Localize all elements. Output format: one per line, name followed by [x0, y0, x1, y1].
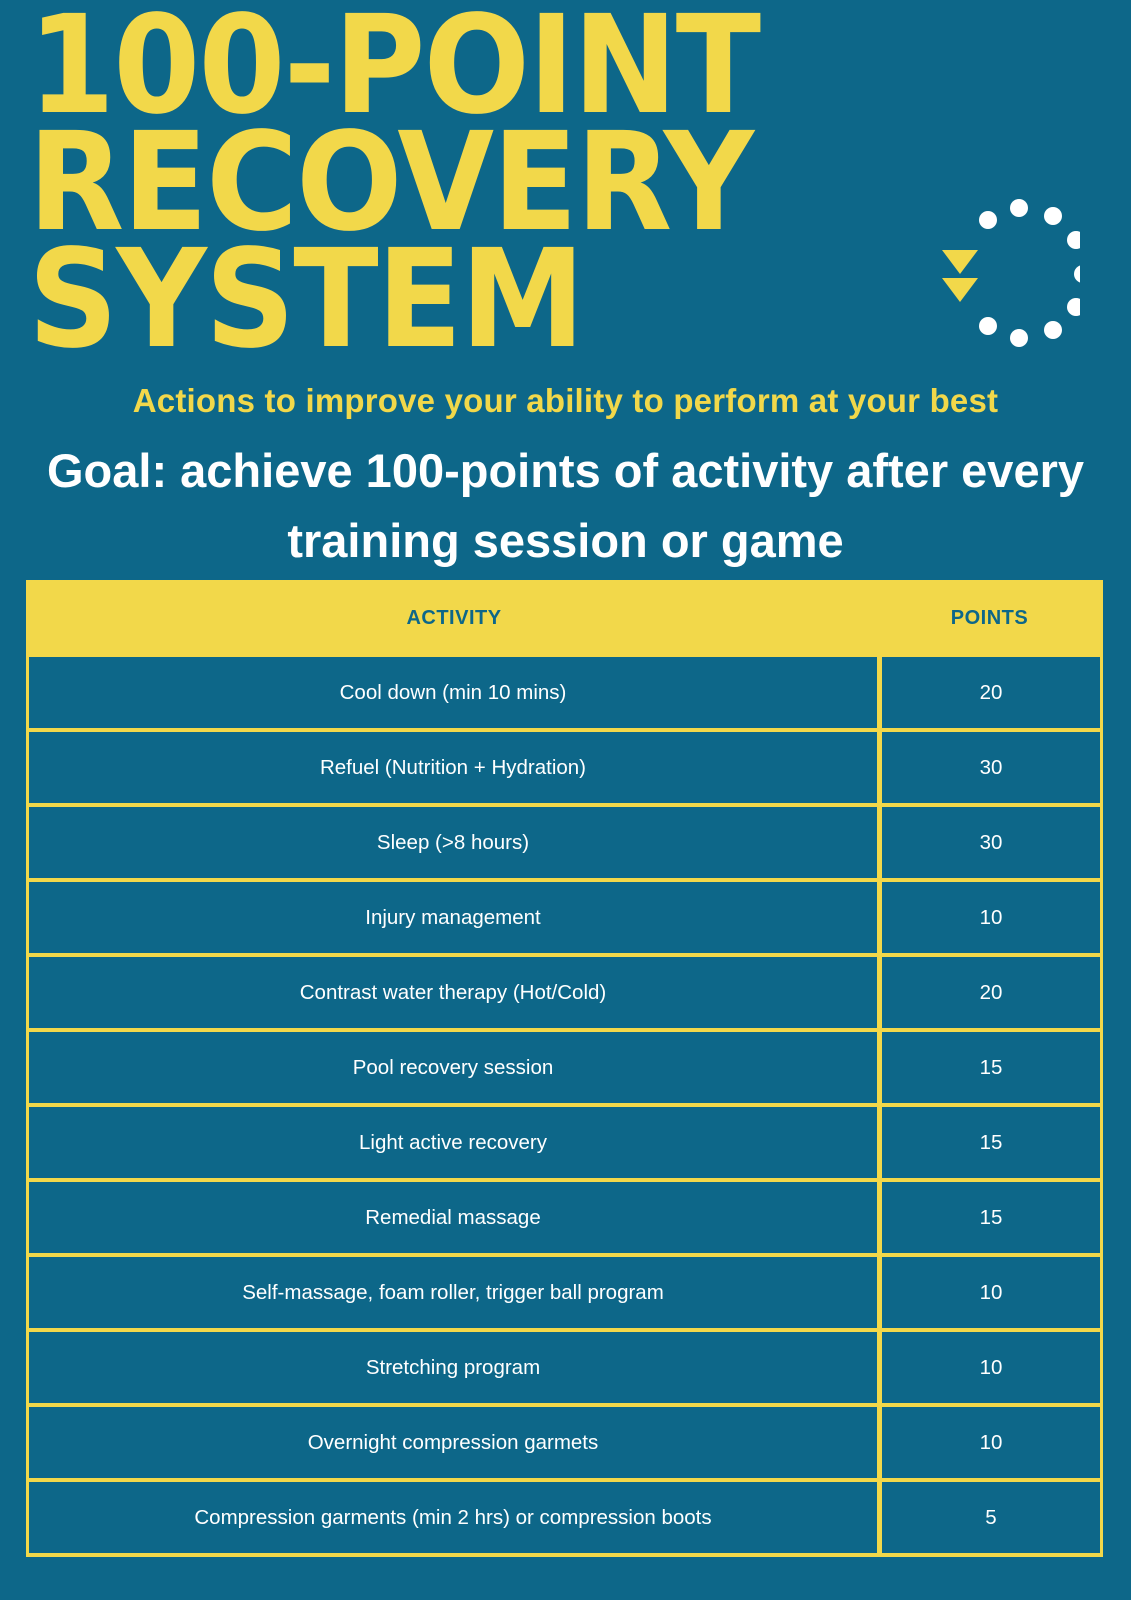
- table-row: Refuel (Nutrition + Hydration) 30: [29, 732, 1100, 803]
- goal-line-1: Goal: achieve 100-points of activity aft…: [46, 444, 1085, 497]
- activity-cell: Overnight compression garmets: [29, 1407, 877, 1478]
- header-points: POINTS: [950, 607, 1029, 629]
- points-cell: 15: [882, 1107, 1100, 1178]
- points-cell: 20: [882, 657, 1100, 728]
- subtitle: Actions to improve your ability to perfo…: [132, 382, 999, 419]
- table-row: Self-massage, foam roller, trigger ball …: [29, 1257, 1100, 1328]
- table-row: Remedial massage 15: [29, 1182, 1100, 1253]
- title-line-3: SYSTEM: [28, 221, 585, 379]
- points-cell: 10: [882, 1332, 1100, 1403]
- activity-cell: Pool recovery session: [29, 1032, 877, 1103]
- header-activity: ACTIVITY: [406, 607, 502, 629]
- page-title: 100-POINT RECOVERY SYSTEM: [28, 0, 761, 379]
- points-cell: 15: [882, 1032, 1100, 1103]
- points-cell: 10: [882, 1257, 1100, 1328]
- activity-cell: Refuel (Nutrition + Hydration): [29, 732, 877, 803]
- title-line-2: RECOVERY: [28, 104, 754, 262]
- goal-statement: Goal: achieve 100-points of activity aft…: [10, 436, 1121, 576]
- points-table: ACTIVITY POINTS Cool down (min 10 mins) 2…: [26, 580, 1103, 1557]
- points-cell: 5: [882, 1482, 1100, 1553]
- points-cell: 15: [882, 1182, 1100, 1253]
- table-row: Sleep (>8 hours) 30: [29, 807, 1100, 878]
- table-body: Cool down (min 10 mins) 20 Refuel (Nutriti…: [29, 657, 1100, 1553]
- recovery-cycle-icon: [930, 190, 1092, 350]
- points-cell: 30: [882, 732, 1100, 803]
- table-row: Pool recovery session 15: [29, 1032, 1100, 1103]
- table-row: Stretching program 10: [29, 1332, 1100, 1403]
- activity-cell: Sleep (>8 hours): [29, 807, 877, 878]
- points-cell: 20: [882, 957, 1100, 1028]
- activity-cell: Contrast water therapy (Hot/Cold): [29, 957, 877, 1028]
- table-row: Light active recovery 15: [29, 1107, 1100, 1178]
- activity-cell: Cool down (min 10 mins): [29, 657, 877, 728]
- points-cell: 30: [882, 807, 1100, 878]
- table-row: Contrast water therapy (Hot/Cold) 20: [29, 957, 1100, 1028]
- goal-line-2: training session or game: [287, 514, 844, 567]
- table-row: Injury management 10: [29, 882, 1100, 953]
- table-header: ACTIVITY POINTS: [29, 580, 1100, 657]
- activity-cell: Stretching program: [29, 1332, 877, 1403]
- activity-cell: Self-massage, foam roller, trigger ball …: [29, 1257, 877, 1328]
- table-row: Cool down (min 10 mins) 20: [29, 657, 1100, 728]
- table-row: Compression garments (min 2 hrs) or comp…: [29, 1482, 1100, 1553]
- activity-cell: Injury management: [29, 882, 877, 953]
- table-row: Overnight compression garmets 10: [29, 1407, 1100, 1478]
- activity-cell: Compression garments (min 2 hrs) or comp…: [29, 1482, 877, 1553]
- points-cell: 10: [882, 1407, 1100, 1478]
- title-line-1: 100-POINT: [28, 0, 761, 145]
- points-cell: 10: [882, 882, 1100, 953]
- activity-cell: Light active recovery: [29, 1107, 877, 1178]
- activity-cell: Remedial massage: [29, 1182, 877, 1253]
